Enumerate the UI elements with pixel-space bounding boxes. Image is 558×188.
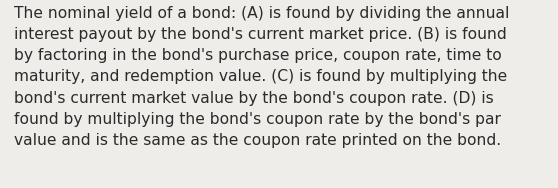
Text: The nominal yield of a bond: (A) is found by dividing the annual
interest payout: The nominal yield of a bond: (A) is foun… bbox=[14, 6, 509, 148]
